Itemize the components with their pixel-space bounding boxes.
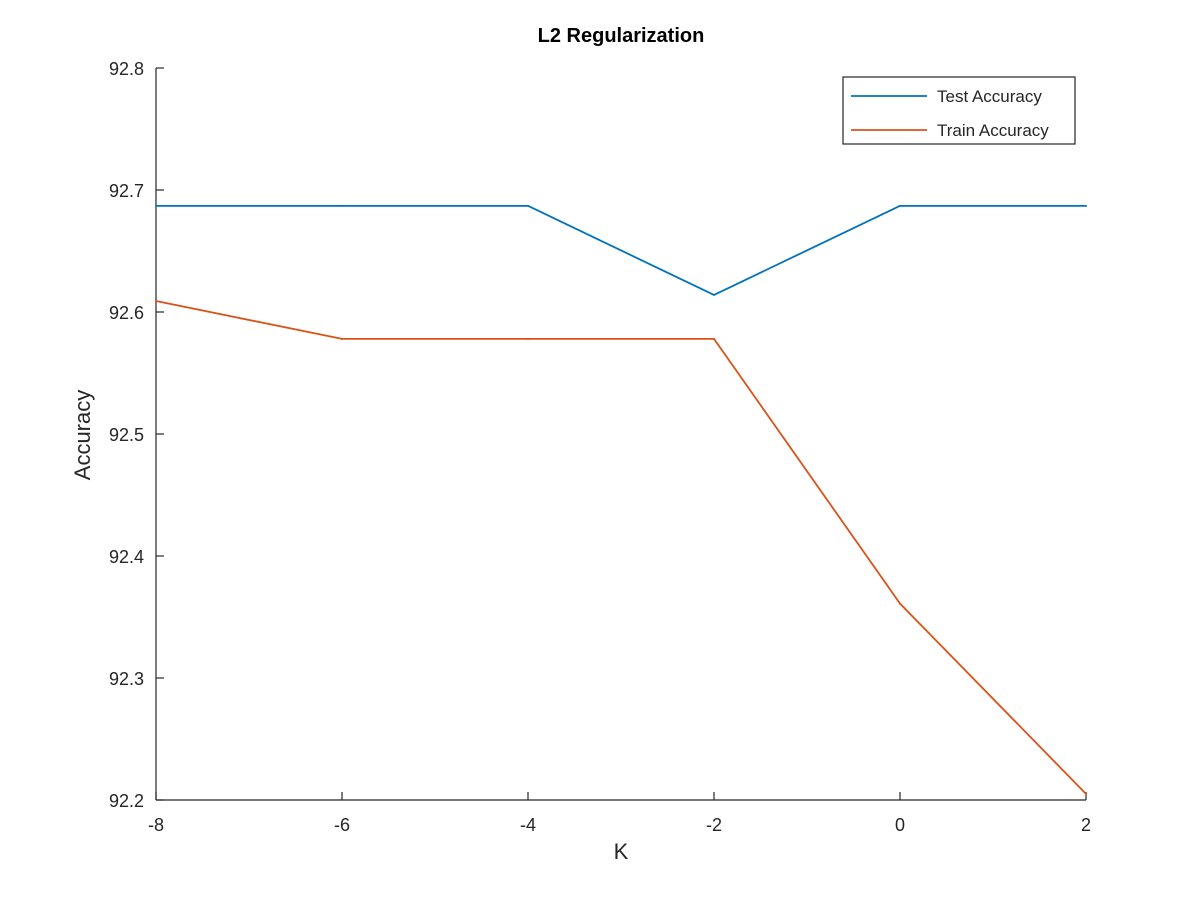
y-axis-label: Accuracy — [70, 390, 95, 480]
series-lines — [155, 204, 1087, 795]
x-tick-label: -2 — [706, 815, 722, 835]
y-tick-label: 92.7 — [109, 181, 144, 201]
data-point-test-accuracy — [899, 204, 901, 207]
data-point-train-accuracy — [341, 337, 343, 340]
y-tick-label: 92.2 — [109, 791, 144, 811]
series-line-test-accuracy — [156, 204, 1086, 296]
x-tick-label: -8 — [148, 815, 164, 835]
data-point-test-accuracy — [155, 204, 157, 207]
y-tick-label: 92.8 — [109, 59, 144, 79]
data-point-test-accuracy — [1085, 204, 1087, 207]
x-tick-label: 0 — [895, 815, 905, 835]
legend-box — [842, 76, 1076, 145]
axes: -8 -6 -4 -2 0 2 92.2 92.3 92.4 92.5 92.6 92.7 92.8 — [109, 59, 1091, 835]
legend-label-test-accuracy: Test Accuracy — [937, 87, 1042, 106]
x-tick-label: -4 — [520, 815, 536, 835]
data-point-test-accuracy — [713, 293, 715, 296]
data-point-test-accuracy — [527, 204, 529, 207]
x-axis-label: K — [614, 839, 629, 864]
legend-label-train-accuracy: Train Accuracy — [937, 121, 1049, 140]
chart-title: L2 Regularization — [538, 25, 705, 47]
data-point-train-accuracy — [527, 337, 529, 340]
y-tick-label: 92.3 — [109, 669, 144, 689]
x-tick-label: -6 — [334, 815, 350, 835]
y-tick-label: 92.6 — [109, 303, 144, 323]
y-tick-label: 92.5 — [109, 425, 144, 445]
y-tick-label: 92.4 — [109, 547, 144, 567]
data-point-train-accuracy — [899, 602, 901, 605]
data-point-train-accuracy — [155, 300, 157, 303]
series-line-train-accuracy — [155, 300, 1087, 795]
x-tick-label: 2 — [1081, 815, 1091, 835]
data-point-train-accuracy — [713, 337, 715, 340]
legend: Test Accuracy Train Accuracy — [842, 76, 1076, 145]
data-point-test-accuracy — [341, 204, 343, 207]
data-point-train-accuracy — [1085, 792, 1087, 795]
